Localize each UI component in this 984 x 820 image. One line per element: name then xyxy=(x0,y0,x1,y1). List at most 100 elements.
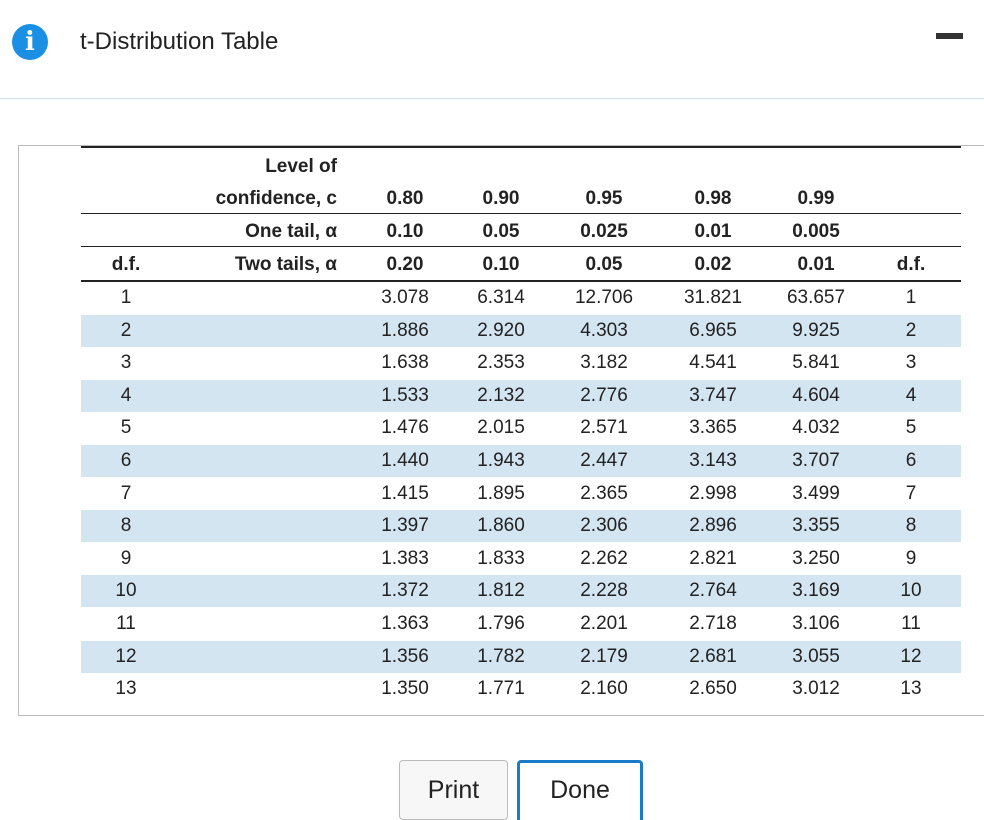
value-cell: 2.015 xyxy=(477,417,525,439)
value-cell: 6.314 xyxy=(477,287,525,308)
row-band xyxy=(81,510,961,543)
df-cell: 12 xyxy=(900,645,922,667)
df-cell: 1 xyxy=(905,287,917,308)
header-value: 0.02 xyxy=(694,254,732,275)
confidence-label: confidence, c xyxy=(215,188,337,209)
row-band xyxy=(81,640,961,673)
value-cell: 5.841 xyxy=(792,352,840,374)
value-cell: 1.886 xyxy=(381,319,429,341)
value-cell: 2.896 xyxy=(689,515,737,537)
table-rule xyxy=(81,213,961,214)
df-cell: 2 xyxy=(905,319,917,341)
value-cell: 2.920 xyxy=(477,319,525,341)
df-cell: 10 xyxy=(115,580,137,602)
df-cell: 12 xyxy=(115,645,137,667)
df-cell: 8 xyxy=(120,515,132,537)
value-cell: 1.476 xyxy=(381,417,429,439)
done-button[interactable]: Done xyxy=(517,760,643,820)
value-cell: 1.771 xyxy=(477,678,525,700)
row-band xyxy=(81,445,961,477)
value-cell: 2.776 xyxy=(580,384,628,406)
header-value: 0.025 xyxy=(580,221,628,242)
value-cell: 2.447 xyxy=(580,450,628,471)
value-cell: 1.796 xyxy=(477,613,525,634)
value-cell: 63.657 xyxy=(786,287,846,308)
value-cell: 2.179 xyxy=(580,645,628,667)
value-cell: 2.228 xyxy=(580,580,628,602)
value-cell: 2.262 xyxy=(580,547,628,569)
value-cell: 4.032 xyxy=(792,417,840,439)
value-cell: 3.078 xyxy=(381,287,429,308)
row-band xyxy=(81,379,961,412)
value-cell: 1.363 xyxy=(381,613,429,634)
df-header: d.f. xyxy=(111,254,141,275)
df-cell: 5 xyxy=(120,417,132,439)
value-cell: 3.106 xyxy=(792,613,840,634)
value-cell: 3.055 xyxy=(792,645,840,667)
value-cell: 3.365 xyxy=(689,417,737,439)
df-cell: 13 xyxy=(900,678,922,700)
df-cell: 4 xyxy=(120,384,132,406)
df-cell: 5 xyxy=(905,417,917,439)
df-cell: 11 xyxy=(901,613,921,634)
level-label: Level of xyxy=(265,156,337,177)
value-cell: 2.306 xyxy=(580,515,628,537)
header-value: 0.05 xyxy=(585,254,623,275)
value-cell: 1.638 xyxy=(381,352,429,374)
df-cell: 2 xyxy=(120,319,132,341)
value-cell: 1.440 xyxy=(381,450,429,471)
minimize-button[interactable] xyxy=(936,33,963,39)
value-cell: 31.821 xyxy=(683,287,743,308)
value-cell: 1.782 xyxy=(477,645,525,667)
df-cell: 10 xyxy=(900,580,922,602)
value-cell: 6.965 xyxy=(689,319,737,341)
header-bar: i t-Distribution Table xyxy=(0,0,984,99)
one-tail-label: One tail, α xyxy=(245,221,337,242)
value-cell: 1.372 xyxy=(381,580,429,602)
header-value: 0.95 xyxy=(585,188,623,209)
header-value: 0.98 xyxy=(694,188,732,209)
header-value: 0.01 xyxy=(797,254,835,275)
value-cell: 2.365 xyxy=(580,482,628,504)
header-value: 0.80 xyxy=(386,188,424,209)
value-cell: 4.541 xyxy=(689,352,737,374)
value-cell: 3.250 xyxy=(792,547,840,569)
df-cell: 7 xyxy=(905,482,917,504)
df-cell: 4 xyxy=(905,384,917,406)
df-header: d.f. xyxy=(896,254,926,275)
value-cell: 3.355 xyxy=(792,515,840,537)
row-band xyxy=(81,314,961,347)
table-rule xyxy=(81,280,961,282)
value-cell: 2.571 xyxy=(580,417,628,439)
value-cell: 3.707 xyxy=(792,450,840,471)
value-cell: 12.706 xyxy=(574,287,634,308)
df-cell: 6 xyxy=(120,450,132,471)
table-rule xyxy=(81,246,961,247)
value-cell: 2.821 xyxy=(689,547,737,569)
df-cell: 9 xyxy=(120,547,132,569)
header-value: 0.99 xyxy=(797,188,835,209)
value-cell: 3.747 xyxy=(689,384,737,406)
value-cell: 1.397 xyxy=(381,515,429,537)
value-cell: 9.925 xyxy=(792,319,840,341)
value-cell: 2.998 xyxy=(689,482,737,504)
print-button[interactable]: Print xyxy=(399,760,508,820)
value-cell: 2.718 xyxy=(689,613,737,634)
table-rule xyxy=(81,146,961,148)
value-cell: 1.860 xyxy=(477,515,525,537)
value-cell: 2.132 xyxy=(477,384,525,406)
value-cell: 1.350 xyxy=(381,678,429,700)
header-value: 0.005 xyxy=(792,221,840,242)
row-band xyxy=(81,575,961,608)
value-cell: 3.012 xyxy=(792,678,840,700)
header-value: 0.20 xyxy=(386,254,424,275)
value-cell: 2.201 xyxy=(580,613,628,634)
two-tails-label: Two tails, α xyxy=(234,254,337,275)
value-cell: 2.160 xyxy=(580,678,628,700)
df-cell: 9 xyxy=(905,547,917,569)
df-cell: 3 xyxy=(120,352,132,374)
value-cell: 3.182 xyxy=(580,352,628,374)
value-cell: 2.681 xyxy=(689,645,737,667)
value-cell: 1.833 xyxy=(477,547,525,569)
value-cell: 1.533 xyxy=(381,384,429,406)
